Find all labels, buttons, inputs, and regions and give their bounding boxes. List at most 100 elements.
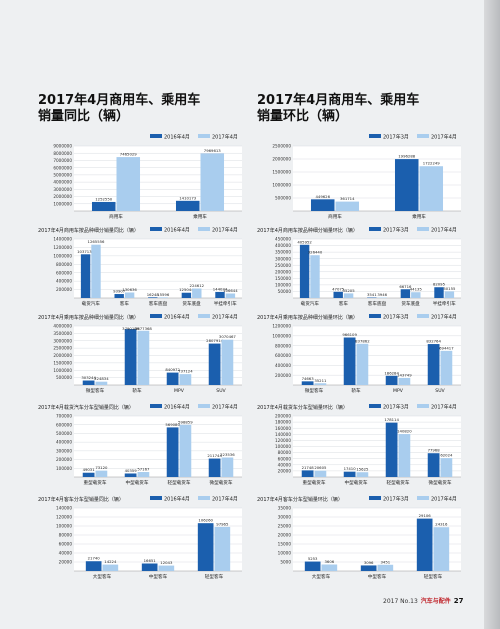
x-tick-label: 大型客车 [93, 573, 112, 580]
data-label: 361714 [340, 196, 355, 201]
y-tick-label: 3500000 [53, 331, 72, 336]
legend-swatch [417, 134, 429, 138]
bar-series1 [385, 375, 398, 385]
x-tick-label: 载货汽车 [82, 300, 101, 307]
x-tick-label: 中型载货车 [345, 479, 368, 486]
chart-title: 2017年4月载货车分车型销量环比（辆） [257, 404, 348, 411]
y-tick-label: 500000 [275, 196, 291, 201]
data-label: 12043 [160, 560, 173, 565]
bar-series1 [166, 372, 179, 385]
y-tick-label: 40000 [278, 462, 292, 467]
bar-series1 [82, 380, 95, 385]
chart-title: 2017年4月乘用车按品种细分销量环比（辆） [257, 314, 358, 321]
bar-series1 [333, 291, 343, 298]
bar-series2 [433, 527, 450, 571]
bar-series2 [314, 470, 327, 477]
bar-series1 [114, 294, 124, 298]
chart-commercial-passenger-yoy: 2016年4月 2017年4月 9000000 8000000 7000000 60000… [53, 134, 242, 220]
y-tick-label: 4000000 [53, 180, 72, 185]
legend-swatch [150, 496, 162, 500]
y-tick-label: 600000 [56, 270, 72, 275]
y-tick-label: 60000 [59, 542, 73, 547]
y-tick-label: 5000 [280, 560, 291, 565]
bar-series1 [197, 523, 214, 571]
legend-label: 2017年3月 [383, 314, 409, 321]
bar-series1 [175, 200, 200, 211]
data-label: 326440 [308, 250, 323, 255]
y-tick-label: 20000 [278, 533, 292, 538]
y-tick-label: 700000 [56, 414, 72, 419]
bar-series2 [440, 458, 453, 477]
y-tick-label: 1000000 [272, 333, 291, 338]
data-label: 15596 [157, 292, 170, 297]
y-tick-label: 6000000 [53, 165, 72, 170]
data-label: 49031 [83, 467, 96, 472]
data-label: 35211 [314, 378, 327, 383]
x-tick-label: 微型载货车 [210, 479, 233, 486]
y-tick-label: 80000 [278, 450, 292, 455]
legend-label: 2017年4月 [212, 404, 238, 411]
legend-label: 2017年3月 [383, 496, 409, 503]
y-tick-label: 100000 [56, 524, 72, 529]
x-tick-label: 大型客车 [312, 573, 331, 580]
x-tick-label: 中型客车 [149, 573, 168, 580]
bar-series2 [221, 457, 234, 477]
bar-series1 [304, 561, 321, 571]
y-tick-label: 1400000 [53, 237, 72, 242]
data-label: 106644 [223, 288, 238, 293]
x-tick-label: 微型客车 [305, 387, 324, 394]
bar-series1 [343, 471, 356, 477]
data-label: 178114 [384, 417, 399, 422]
data-label: 3451 [381, 559, 391, 564]
bar-series1 [124, 473, 137, 477]
data-label: 93907 [113, 289, 126, 294]
bar-series2 [192, 288, 202, 298]
legend-label: 2017年3月 [383, 404, 409, 411]
bar-series2 [214, 526, 231, 571]
page-number: 27 [453, 597, 464, 605]
x-tick-label: 微型载货车 [429, 479, 452, 486]
chart-title: 2017年4月乘用车按品种细分销量同比（辆） [38, 314, 139, 321]
data-label: 40359 [125, 468, 138, 473]
chart-truck-type-mom: 2017年4月载货车分车型销量环比（辆） 2017年3月 2017年4月 200000… [257, 404, 461, 486]
bar-series2 [343, 293, 354, 298]
x-tick-label: 轻型客车 [424, 573, 443, 580]
data-label: 211744 [207, 453, 222, 458]
y-tick-label: 200000 [56, 457, 72, 462]
y-tick-label: 400000 [56, 440, 72, 445]
data-label: 106260 [198, 518, 213, 523]
y-tick-label: 500000 [56, 431, 72, 436]
legend-label: 2017年4月 [212, 314, 238, 321]
data-label: 1996288 [398, 154, 415, 159]
legend-swatch [417, 227, 429, 231]
legend-label: 2016年4月 [164, 404, 190, 411]
bar-series2 [179, 424, 192, 477]
y-tick-label: 400000 [56, 279, 72, 284]
legend-swatch [417, 496, 429, 500]
bar-series2 [377, 297, 387, 298]
data-label: 449626 [315, 194, 330, 199]
data-label: 16651 [144, 558, 157, 563]
bar-series2 [95, 381, 108, 385]
legend-swatch [417, 404, 429, 408]
y-tick-label: 600000 [275, 353, 291, 358]
chart-title: 2017年4月载货汽车分车型销量同比（辆） [38, 404, 134, 411]
data-label: 44135 [410, 287, 423, 292]
data-label: 598859 [178, 419, 193, 424]
y-tick-label: 120000 [275, 438, 291, 443]
chart-passenger-category-yoy: 2017年4月乘用车按品种细分销量同比（辆） 2016年4月 2017年4月 4000… [38, 314, 242, 394]
plot-area [74, 508, 242, 571]
chart-title: 2017年4月客车分车型销量环比（辆） [257, 496, 343, 503]
y-tick-label: 4000000 [53, 324, 72, 329]
legend-swatch [198, 404, 210, 408]
x-tick-label: 货车底盘 [182, 300, 201, 307]
data-label: 62024 [440, 453, 453, 458]
y-tick-label: 100000 [275, 282, 291, 287]
y-tick-label: 2000000 [53, 353, 72, 358]
bar-series1 [360, 565, 377, 571]
x-tick-label: 乘用车 [193, 213, 207, 220]
legend-swatch [150, 404, 162, 408]
legend-swatch [150, 314, 162, 318]
y-tick-label: 200000 [275, 414, 291, 419]
